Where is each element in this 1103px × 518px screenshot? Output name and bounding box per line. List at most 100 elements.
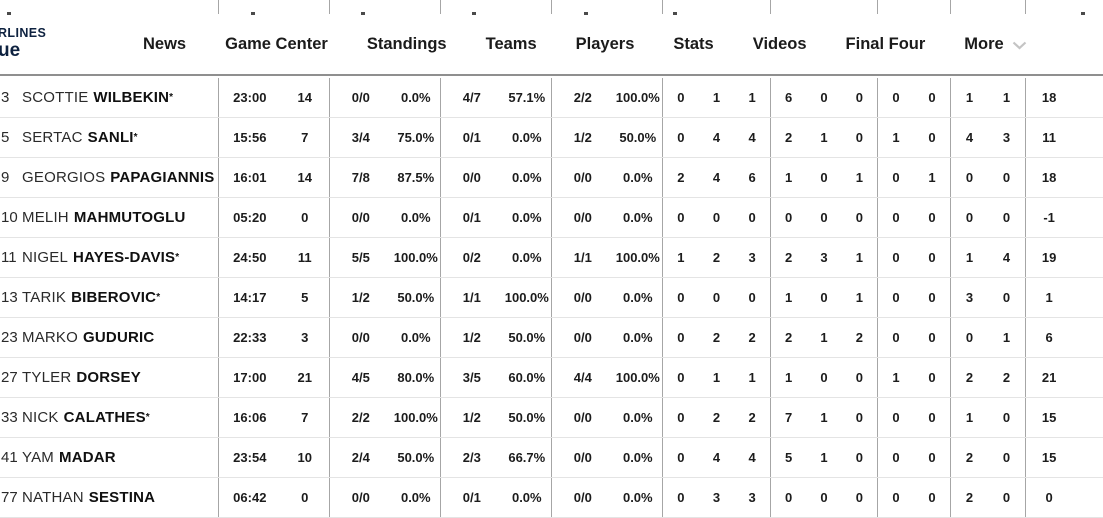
fg2-percentage: 0.0% — [400, 90, 431, 105]
fouls-committed: 2 — [965, 490, 974, 505]
header-letter-fragment — [673, 12, 677, 15]
fouls-received: 0 — [1002, 490, 1011, 505]
blocks-against: 1 — [928, 170, 936, 185]
column-divider — [877, 0, 878, 14]
nav-item-news[interactable]: News — [143, 35, 187, 53]
fg2-made-attempts: 7/8 — [351, 170, 370, 185]
player-last-name: HAYES-DAVIS — [73, 249, 176, 266]
total-rebounds: 3 — [748, 250, 756, 265]
player-row[interactable]: 9 GEORGIOS PAPAGIANNIS 16:01 14 7/8 87.5… — [0, 158, 1103, 198]
blocks-against: 0 — [928, 410, 936, 425]
player-row[interactable]: 3 SCOTTIE WILBEKIN * 23:00 14 0/0 0.0% 4… — [0, 78, 1103, 118]
total-rebounds: 2 — [748, 330, 756, 345]
turnovers: 0 — [855, 410, 863, 425]
steals: 1 — [820, 450, 828, 465]
blocks-favor: 0 — [892, 410, 900, 425]
player-row[interactable]: 10 MELIH MAHMUTOGLU 05:20 0 0/0 0.0% 0/1… — [0, 198, 1103, 238]
nav-item-final-four[interactable]: Final Four — [845, 35, 926, 53]
turnovers: 0 — [855, 90, 863, 105]
two-point-cell: 0/0 0.0% — [329, 318, 440, 357]
two-point-cell: 0/0 0.0% — [329, 198, 440, 237]
assists: 6 — [785, 90, 793, 105]
ft-percentage: 100.0% — [615, 370, 660, 385]
player-first-name: NATHAN — [22, 489, 84, 506]
nav-item-more-label: More — [964, 35, 1004, 53]
rebounds-cell: 0 0 0 — [662, 278, 770, 317]
total-rebounds: 4 — [748, 130, 756, 145]
blocks-against: 0 — [928, 450, 936, 465]
player-row[interactable]: 23 MARKO GUDURIC 22:33 3 0/0 0.0% 1/2 50… — [0, 318, 1103, 358]
player-first-name: SCOTTIE — [22, 89, 89, 106]
ft-percentage: 0.0% — [622, 170, 653, 185]
jersey-number: 33 — [1, 409, 18, 426]
free-throw-cell: 2/2 100.0% — [551, 78, 662, 117]
steals: 1 — [820, 330, 828, 345]
defensive-rebounds: 2 — [712, 410, 721, 425]
fg3-made-attempts: 1/2 — [462, 330, 481, 345]
two-point-cell: 1/2 50.0% — [329, 278, 440, 317]
player-row[interactable]: 13 TARIK BIBEROVIC * 14:17 5 1/2 50.0% 1… — [0, 278, 1103, 318]
assists: 2 — [785, 330, 793, 345]
fg2-made-attempts: 0/0 — [351, 210, 370, 225]
points-value: 5 — [301, 290, 309, 305]
fouls-received: 1 — [1002, 330, 1011, 345]
assists-steals-turnovers-cell: 1 0 1 — [770, 158, 877, 197]
header-letter-fragment — [251, 12, 255, 15]
nav-item-more[interactable]: More — [964, 35, 1026, 54]
column-divider — [218, 0, 219, 14]
fouls-committed: 1 — [965, 90, 974, 105]
pir-cell: 18 — [1025, 158, 1103, 197]
header-letter-fragment — [7, 12, 11, 15]
nav-item-teams[interactable]: Teams — [485, 35, 537, 53]
jersey-number: 77 — [1, 489, 18, 506]
ft-percentage: 0.0% — [622, 330, 653, 345]
player-row[interactable]: 11 NIGEL HAYES-DAVIS * 24:50 11 5/5 100.… — [0, 238, 1103, 278]
minutes-value: 22:33 — [233, 330, 267, 345]
player-row[interactable]: 41 YAM MADAR 23:54 10 2/4 50.0% 2/3 66.7… — [0, 438, 1103, 478]
chevron-down-icon — [1012, 41, 1026, 50]
fg3-percentage: 60.0% — [508, 370, 546, 385]
free-throw-cell: 0/0 0.0% — [551, 398, 662, 437]
fouls-cell: 3 0 — [950, 278, 1025, 317]
assists-steals-turnovers-cell: 1 0 0 — [770, 358, 877, 397]
rebounds-cell: 0 0 0 — [662, 198, 770, 237]
three-point-cell: 1/1 100.0% — [440, 278, 551, 317]
steals: 3 — [820, 250, 828, 265]
offensive-rebounds: 2 — [677, 170, 685, 185]
fg2-percentage: 75.0% — [397, 130, 435, 145]
free-throw-cell: 1/1 100.0% — [551, 238, 662, 277]
player-row[interactable]: 77 NATHAN SESTINA 06:42 0 0/0 0.0% 0/1 0… — [0, 478, 1103, 518]
fouls-cell: 0 0 — [950, 198, 1025, 237]
min-pts-cell: 22:33 3 — [218, 318, 329, 357]
nav-item-standings[interactable]: Standings — [366, 35, 447, 53]
defensive-rebounds: 4 — [712, 450, 721, 465]
assists-steals-turnovers-cell: 1 0 1 — [770, 278, 877, 317]
fouls-committed: 0 — [965, 330, 974, 345]
pir-cell: 1 — [1025, 278, 1103, 317]
player-last-name: MAHMUTOGLU — [73, 209, 186, 226]
nav-item-videos[interactable]: Videos — [752, 35, 807, 53]
fg3-percentage: 0.0% — [511, 170, 542, 185]
header-letter-fragment — [472, 12, 476, 15]
pir-value: 18 — [1041, 90, 1057, 105]
offensive-rebounds: 0 — [677, 410, 685, 425]
assists: 0 — [785, 210, 793, 225]
player-row[interactable]: 27 TYLER DORSEY 17:00 21 4/5 80.0% 3/5 6… — [0, 358, 1103, 398]
nav-item-game-center[interactable]: Game Center — [225, 35, 328, 53]
player-name-cell: 41 YAM MADAR — [0, 438, 218, 477]
blocks-cell: 0 0 — [877, 238, 950, 277]
fg3-percentage: 0.0% — [511, 250, 542, 265]
two-point-cell: 0/0 0.0% — [329, 478, 440, 517]
blocks-cell: 1 0 — [877, 358, 950, 397]
points-value: 11 — [297, 250, 312, 265]
player-row[interactable]: 33 NICK CALATHES * 16:06 7 2/2 100.0% 1/… — [0, 398, 1103, 438]
fg3-percentage: 0.0% — [511, 490, 542, 505]
euroleague-logo[interactable]: RLINES ue — [0, 27, 46, 60]
steals: 1 — [820, 130, 828, 145]
blocks-cell: 0 0 — [877, 318, 950, 357]
player-row[interactable]: 5 SERTAC SANLI * 15:56 7 3/4 75.0% 0/1 0… — [0, 118, 1103, 158]
fg3-made-attempts: 0/1 — [462, 130, 481, 145]
nav-item-players[interactable]: Players — [575, 35, 635, 53]
nav-item-stats[interactable]: Stats — [673, 35, 714, 53]
player-name-cell: 10 MELIH MAHMUTOGLU — [0, 198, 218, 237]
